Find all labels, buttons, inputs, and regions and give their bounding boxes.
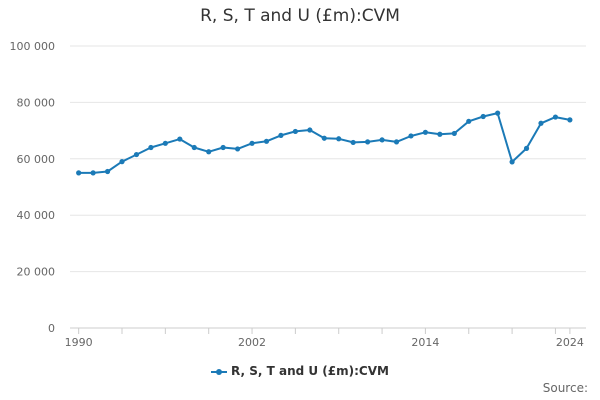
data-point: [567, 117, 573, 123]
data-point: [451, 130, 457, 137]
data-point: [437, 131, 443, 137]
data-point: [538, 120, 544, 126]
x-tick-label: 2024: [556, 336, 584, 349]
data-point: [523, 145, 530, 151]
y-tick-label: 80 000: [17, 96, 56, 109]
source-label: Source:: [542, 381, 588, 395]
x-tick-label: 2002: [238, 336, 266, 349]
legend[interactable]: R, S, T and U (£m):CVM: [0, 364, 600, 378]
data-point: [90, 170, 96, 176]
data-point: [177, 136, 183, 142]
data-point: [307, 127, 313, 133]
data-point: [393, 139, 400, 145]
data-point: [249, 140, 255, 146]
data-point: [379, 137, 385, 143]
y-tick-label: 100 000: [10, 40, 56, 53]
data-point: [76, 170, 82, 176]
data-point: [133, 151, 140, 158]
data-point: [422, 129, 429, 135]
y-axis-tick-labels: 0 20 000 40 000 60 000 80 000 100 000: [10, 40, 56, 335]
data-point: [206, 149, 212, 155]
data-point: [162, 140, 168, 146]
data-point: [408, 133, 414, 139]
data-point: [148, 144, 154, 151]
data-point: [220, 144, 226, 151]
series-line: [78, 112, 571, 174]
data-point: [234, 146, 241, 152]
data-point: [336, 136, 342, 142]
data-point: [552, 114, 559, 120]
legend-swatch-icon: [211, 368, 228, 375]
data-point: [104, 168, 111, 175]
data-point: [509, 159, 515, 165]
data-point: [466, 118, 472, 124]
gridlines: [70, 45, 586, 273]
data-point: [278, 132, 284, 138]
chart-title: R, S, T and U (£m):CVM: [200, 6, 400, 26]
data-point: [321, 135, 327, 141]
data-point: [292, 128, 298, 135]
x-tick-label: 2014: [411, 336, 439, 349]
data-point: [480, 113, 486, 120]
x-tick-label: 1990: [65, 336, 93, 349]
y-tick-label: 60 000: [17, 153, 56, 166]
series-layer: [76, 110, 573, 176]
data-point: [365, 139, 371, 145]
x-axis: 1990 2002 2014 2024: [65, 327, 586, 349]
y-tick-label: 40 000: [17, 209, 56, 222]
data-point: [263, 138, 270, 144]
y-tick-label: 0: [48, 322, 55, 335]
y-tick-label: 20 000: [17, 266, 56, 279]
data-point: [495, 110, 501, 116]
data-point: [350, 139, 356, 146]
data-point: [191, 144, 197, 151]
data-point: [119, 159, 125, 165]
legend-label: R, S, T and U (£m):CVM: [231, 364, 389, 378]
